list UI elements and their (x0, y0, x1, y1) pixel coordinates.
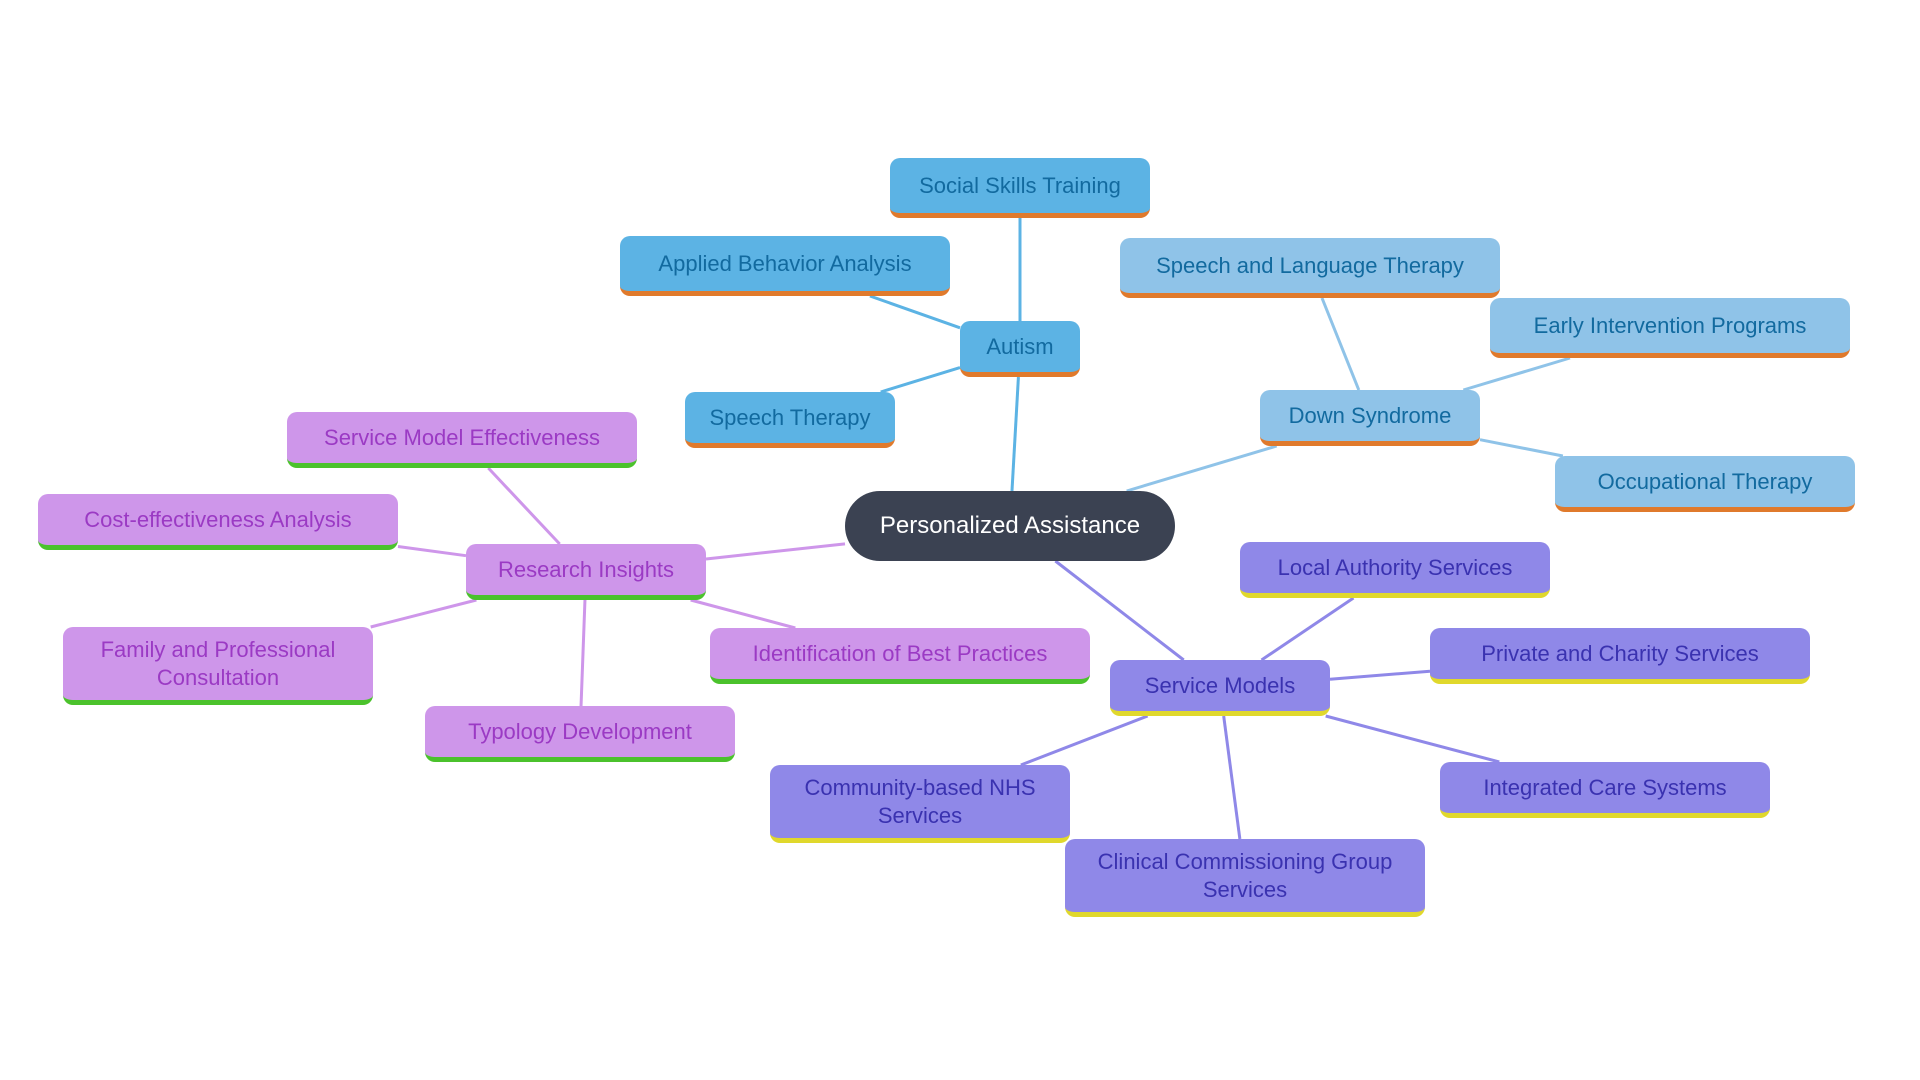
node-autism: Autism (960, 321, 1080, 377)
node-down-syndrome: Down Syndrome (1260, 390, 1480, 446)
node-label: Speech and Language Therapy (1156, 252, 1464, 280)
edge (1021, 716, 1148, 765)
node-root: Personalized Assistance (845, 491, 1175, 561)
node-label: Service Model Effectiveness (324, 424, 600, 452)
node-local-authority: Local Authority Services (1240, 542, 1550, 598)
edge (1326, 716, 1500, 762)
edge (1463, 358, 1570, 390)
edge (371, 600, 477, 627)
node-label: Occupational Therapy (1598, 468, 1813, 496)
edge (870, 296, 960, 328)
edge (1480, 440, 1563, 456)
mindmap-canvas: Personalized Assistance Autism Social Skil… (0, 0, 1920, 1080)
edge (1330, 671, 1430, 679)
node-research-insights: Research Insights (466, 544, 706, 600)
node-label: Clinical Commissioning Group Services (1098, 848, 1393, 903)
node-speech-therapy-autism: Speech Therapy (685, 392, 895, 448)
node-label: Family and Professional Consultation (101, 636, 336, 691)
node-label: Local Authority Services (1278, 554, 1513, 582)
node-best-practices: Identification of Best Practices (710, 628, 1090, 684)
node-cost-effectiveness: Cost-effectiveness Analysis (38, 494, 398, 550)
node-aba: Applied Behavior Analysis (620, 236, 950, 296)
node-ccg: Clinical Commissioning Group Services (1065, 839, 1425, 917)
node-speech-lang: Speech and Language Therapy (1120, 238, 1500, 298)
edge (1012, 377, 1018, 491)
node-label: Social Skills Training (919, 172, 1121, 200)
edge (706, 544, 845, 559)
node-social-skills: Social Skills Training (890, 158, 1150, 218)
node-typology: Typology Development (425, 706, 735, 762)
node-private-charity: Private and Charity Services (1430, 628, 1810, 684)
edge (881, 368, 960, 392)
edge (691, 600, 796, 628)
node-service-models: Service Models (1110, 660, 1330, 716)
node-label: Autism (986, 333, 1053, 361)
node-community-nhs: Community-based NHS Services (770, 765, 1070, 843)
edge (1262, 598, 1354, 660)
edge (488, 468, 559, 544)
node-label: Community-based NHS Services (804, 774, 1035, 829)
node-label: Identification of Best Practices (753, 640, 1048, 668)
edge (1322, 298, 1359, 390)
node-integrated-care: Integrated Care Systems (1440, 762, 1770, 818)
node-label: Down Syndrome (1289, 402, 1452, 430)
node-label: Early Intervention Programs (1534, 312, 1807, 340)
node-label: Personalized Assistance (880, 511, 1140, 541)
edge (1224, 716, 1240, 839)
node-label: Speech Therapy (709, 404, 870, 432)
node-label: Research Insights (498, 556, 674, 584)
edge (581, 600, 585, 706)
node-label: Typology Development (468, 718, 692, 746)
node-occupational: Occupational Therapy (1555, 456, 1855, 512)
edge (398, 546, 466, 555)
edge (1127, 446, 1277, 491)
node-early-intervention: Early Intervention Programs (1490, 298, 1850, 358)
node-service-effectiveness: Service Model Effectiveness (287, 412, 637, 468)
node-label: Integrated Care Systems (1483, 774, 1726, 802)
node-label: Service Models (1145, 672, 1295, 700)
node-label: Applied Behavior Analysis (658, 250, 911, 278)
node-label: Cost-effectiveness Analysis (84, 506, 351, 534)
node-family-prof: Family and Professional Consultation (63, 627, 373, 705)
node-label: Private and Charity Services (1481, 640, 1759, 668)
